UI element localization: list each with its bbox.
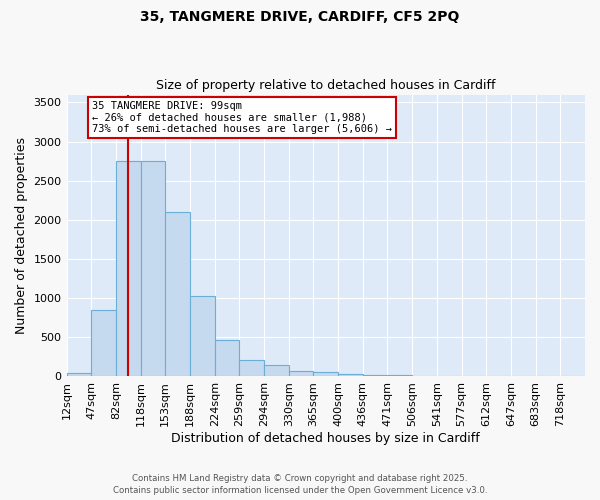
Text: Contains HM Land Registry data © Crown copyright and database right 2025.
Contai: Contains HM Land Registry data © Crown c… [113, 474, 487, 495]
Bar [264, 364, 289, 376]
Bar [67, 372, 91, 376]
Bar [116, 161, 140, 376]
Bar [289, 372, 313, 376]
Title: Size of property relative to detached houses in Cardiff: Size of property relative to detached ho… [156, 79, 496, 92]
Bar [239, 360, 264, 376]
Y-axis label: Number of detached properties: Number of detached properties [15, 137, 28, 334]
Bar [91, 310, 116, 376]
Bar [215, 340, 239, 376]
Bar [363, 375, 388, 376]
Text: 35 TANGMERE DRIVE: 99sqm
← 26% of detached houses are smaller (1,988)
73% of sem: 35 TANGMERE DRIVE: 99sqm ← 26% of detach… [92, 101, 392, 134]
Bar [165, 212, 190, 376]
Bar [140, 161, 165, 376]
Bar [190, 296, 215, 376]
X-axis label: Distribution of detached houses by size in Cardiff: Distribution of detached houses by size … [172, 432, 480, 445]
Bar [338, 374, 363, 376]
Bar [313, 372, 338, 376]
Text: 35, TANGMERE DRIVE, CARDIFF, CF5 2PQ: 35, TANGMERE DRIVE, CARDIFF, CF5 2PQ [140, 10, 460, 24]
